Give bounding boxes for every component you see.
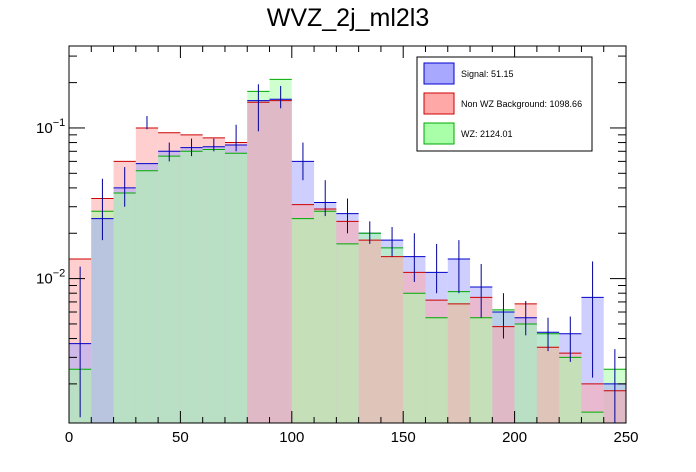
plot-frame [68,45,627,424]
bar-wz-3 [135,170,159,423]
axes: 0 50 100 150 200 250 10−1 10−2 [36,45,639,446]
bar-non-wz-background-8 [247,102,270,423]
error-bars [79,84,616,423]
bar-wz-18 [470,317,493,423]
legend-label: Signal: 51.15 [461,69,514,79]
bar-signal-1 [91,218,114,423]
legend-label: WZ: 2124.01 [461,129,513,139]
legend-swatch-signal [423,62,455,85]
bar-wz-10 [291,218,315,423]
bar-wz-15 [403,293,426,423]
y-tick-label: 10−1 [36,117,65,137]
x-tick-label: 200 [502,429,527,446]
bar-non-wz-background-14 [380,256,404,423]
x-tick-label: 250 [613,429,638,446]
bar-wz-5 [180,151,203,423]
bar-wz-4 [158,156,181,423]
legend-swatch-non-wz-background [423,92,455,115]
x-tick-label: 50 [172,429,189,446]
bar-wz-2 [113,193,136,423]
bar-wz-16 [425,317,448,423]
bar-wz-6 [202,149,225,423]
bar-non-wz-background-19 [492,326,515,423]
bar-non-wz-background-9 [269,100,292,423]
bar-non-wz-background-13 [358,240,381,423]
x-tick-label: 150 [391,429,416,446]
legend: Signal: 51.15 Non WZ Background: 1098.66 W… [416,56,593,152]
bar-non-wz-background-17 [447,303,471,423]
bar-wz-7 [224,153,248,423]
bar-wz-20 [514,323,537,423]
bar-wz-22 [559,357,582,423]
legend-swatch-wz [423,122,455,145]
x-tick-label: 100 [279,429,304,446]
bar-wz-11 [314,211,337,423]
y-tick-label: 10−2 [36,268,65,288]
bar-wz-12 [336,243,359,423]
chart-title: WVZ_2j_ml2l3 [267,4,430,32]
x-tick-label: 0 [65,429,73,446]
histogram-bars [69,78,626,424]
bar-non-wz-background-21 [536,347,560,423]
legend-label: Non WZ Background: 1098.66 [461,99,582,109]
bar-wz-23 [581,412,604,423]
